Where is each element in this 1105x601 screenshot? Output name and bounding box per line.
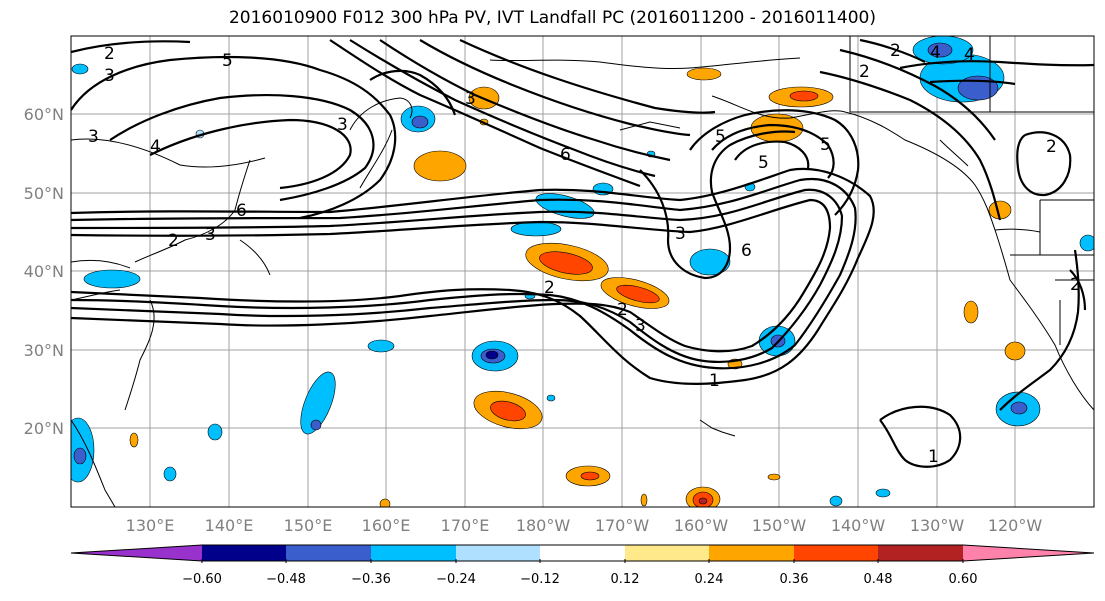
lon-label: 150°W xyxy=(752,516,807,535)
contour-label: 2 xyxy=(168,231,179,251)
colorbar-segments xyxy=(70,544,1095,562)
lon-label: 140°E xyxy=(205,516,254,535)
contour-label: 2 xyxy=(617,300,628,320)
coastlines xyxy=(71,36,1094,507)
contour-label: 5 xyxy=(758,153,769,173)
colorbar-segment xyxy=(625,545,709,561)
contour-label: 3 xyxy=(465,89,476,109)
contour-label: 4 xyxy=(930,43,941,63)
contour-label: 3 xyxy=(205,225,216,245)
contour-label: 4 xyxy=(150,137,161,157)
lon-label: 140°W xyxy=(831,516,886,535)
colorbar-segment xyxy=(540,545,625,561)
contour-label: 3 xyxy=(635,316,646,336)
contour-label: 1 xyxy=(928,447,939,467)
longitude-labels: 130°E 140°E 150°E 160°E 170°E 180°W 170°… xyxy=(126,516,1043,535)
colorbar-tick-label: −0.24 xyxy=(436,572,476,587)
contour-label: 2 xyxy=(1070,275,1081,295)
colorbar-tick-label: 0.36 xyxy=(780,572,809,587)
contour-label: 4 xyxy=(964,45,975,65)
lon-label: 170°E xyxy=(441,516,490,535)
contour-label: 2 xyxy=(859,62,870,82)
colorbar-segment xyxy=(456,545,540,561)
lat-label: 40°N xyxy=(24,262,64,281)
colorbar-tick-label: −0.12 xyxy=(520,572,560,587)
contour-label: 2 xyxy=(104,44,115,64)
colorbar-segment xyxy=(709,545,794,561)
colorbar-segment xyxy=(794,545,878,561)
contour-label: 6 xyxy=(236,201,247,221)
positive-patch xyxy=(129,67,1026,507)
contour-label: 2 xyxy=(890,41,901,61)
colorbar-tick-label: 0.48 xyxy=(864,572,893,587)
contour-label: 3 xyxy=(104,66,115,86)
contour-label: 3 xyxy=(88,127,99,147)
lon-label: 130°W xyxy=(910,516,965,535)
lon-label: 180°W xyxy=(516,516,571,535)
colorbar-tick-label: −0.36 xyxy=(351,572,391,587)
contour-label: 5 xyxy=(820,135,831,155)
lon-label: 160°E xyxy=(362,516,411,535)
colorbar-segment xyxy=(878,545,963,561)
lat-label: 30°N xyxy=(24,341,64,360)
lon-label: 170°W xyxy=(595,516,650,535)
colorbar-segment xyxy=(202,545,286,561)
contour-label: 5 xyxy=(222,51,233,71)
map-title: 2016010900 F012 300 hPa PV, IVT Landfall… xyxy=(228,8,876,28)
contour-label: 2 xyxy=(544,278,555,298)
colorbar-ticks xyxy=(201,559,964,563)
lat-label: 20°N xyxy=(24,419,64,438)
colorbar-extend-low xyxy=(71,545,202,561)
contour-label: 5 xyxy=(715,127,726,147)
lat-label: 60°N xyxy=(24,105,64,124)
colorbar-tick-label: −0.48 xyxy=(266,572,306,587)
pv-contours xyxy=(71,38,1094,468)
colorbar-segment xyxy=(286,545,371,561)
latitude-labels: 60°N 50°N 40°N 30°N 20°N xyxy=(24,105,64,438)
colorbar-segment xyxy=(371,545,456,561)
contour-labels: 2 3 5 3 4 3 6 2 3 3 6 5 5 3 6 2 2 3 1 1 … xyxy=(88,41,1081,467)
lon-label: 130°E xyxy=(126,516,175,535)
contour-label: 3 xyxy=(675,224,686,244)
map-frame xyxy=(70,35,1095,508)
lon-label: 120°W xyxy=(988,516,1043,535)
lon-label: 160°W xyxy=(674,516,729,535)
contour-label: 3 xyxy=(337,115,348,135)
lat-label: 50°N xyxy=(24,184,64,203)
contour-label: 2 xyxy=(1046,137,1057,157)
colorbar-tick-label: 0.12 xyxy=(611,572,640,587)
colorbar: −0.60 −0.48 −0.36 −0.24 −0.12 0.12 0.24 … xyxy=(70,544,1095,587)
colorbar-tick-label: 0.60 xyxy=(949,572,978,587)
lon-label: 150°E xyxy=(284,516,333,535)
colorbar-tick-label: −0.60 xyxy=(182,572,222,587)
contour-label: 1 xyxy=(709,371,720,391)
contour-label: 6 xyxy=(560,145,571,165)
colorbar-tick-label: 0.24 xyxy=(695,572,724,587)
contour-label: 6 xyxy=(741,241,752,261)
colorbar-extend-high xyxy=(963,545,1094,561)
shaded-anomalies xyxy=(71,36,1094,507)
